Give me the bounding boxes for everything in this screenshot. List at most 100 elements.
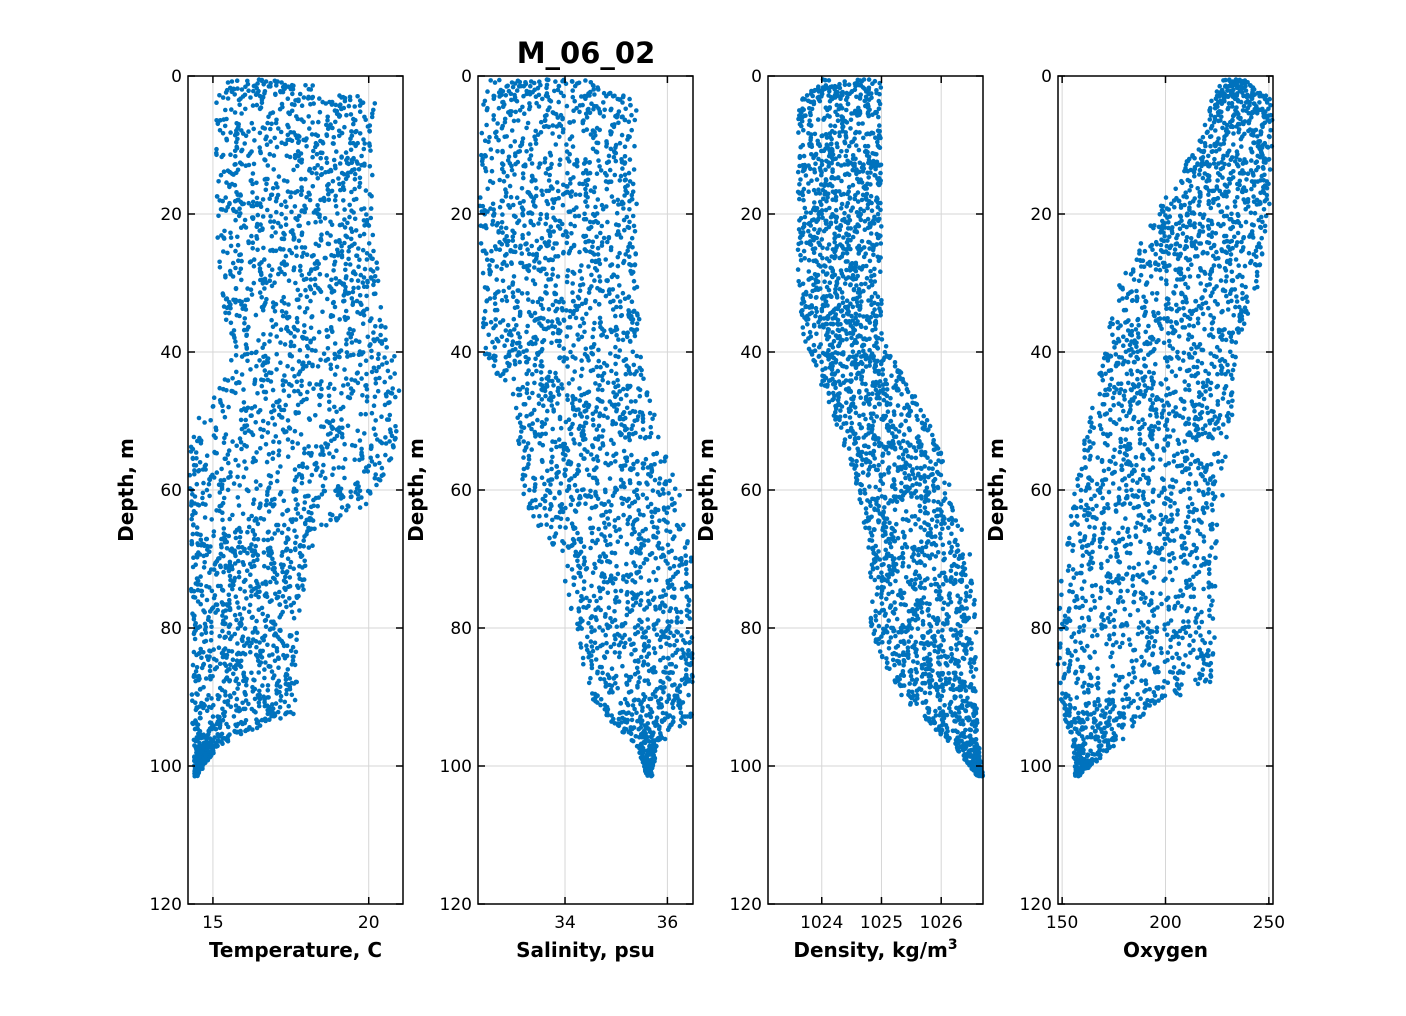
data-point xyxy=(191,522,196,527)
data-point xyxy=(193,463,199,468)
data-point xyxy=(240,650,246,656)
data-point xyxy=(352,104,358,109)
data-point xyxy=(269,619,274,625)
data-point xyxy=(324,445,330,450)
data-point xyxy=(576,80,582,86)
data-point xyxy=(598,230,603,236)
data-point xyxy=(288,648,294,654)
data-point xyxy=(562,473,568,479)
data-point xyxy=(230,657,236,662)
data-point xyxy=(557,524,563,530)
data-point xyxy=(511,294,516,300)
data-point xyxy=(369,114,375,120)
data-point xyxy=(520,171,526,176)
data-point xyxy=(293,411,299,416)
data-point xyxy=(364,217,370,223)
data-point xyxy=(246,639,251,644)
data-point xyxy=(258,516,264,521)
data-point xyxy=(340,494,346,500)
data-point xyxy=(257,358,262,363)
data-point xyxy=(248,287,254,293)
data-point xyxy=(591,467,597,473)
data-point xyxy=(534,368,539,374)
data-point xyxy=(217,714,222,720)
data-point xyxy=(589,101,594,106)
data-point xyxy=(565,189,570,195)
data-point xyxy=(646,651,652,656)
data-point xyxy=(232,575,238,581)
data-point xyxy=(638,564,643,570)
data-point xyxy=(276,126,281,131)
data-point xyxy=(296,572,302,577)
data-point xyxy=(285,535,290,540)
data-point xyxy=(627,480,633,486)
data-point xyxy=(221,526,227,531)
data-point xyxy=(257,696,263,702)
data-point xyxy=(338,513,343,518)
data-point xyxy=(360,309,366,315)
data-point xyxy=(634,108,639,113)
data-point xyxy=(239,111,244,116)
data-point xyxy=(514,341,520,346)
data-point xyxy=(239,622,244,627)
data-point xyxy=(224,655,229,660)
data-point xyxy=(628,725,634,730)
data-point xyxy=(599,664,604,670)
data-point xyxy=(526,505,532,511)
data-point xyxy=(599,501,604,506)
data-point xyxy=(303,287,308,293)
data-point xyxy=(533,94,539,99)
data-point xyxy=(197,687,203,692)
data-point xyxy=(292,374,297,379)
data-point xyxy=(262,618,268,623)
data-point xyxy=(495,370,500,376)
data-point xyxy=(224,137,230,143)
data-point xyxy=(209,696,214,701)
data-point xyxy=(202,463,208,469)
data-point xyxy=(603,684,608,689)
data-point xyxy=(519,291,525,296)
data-point xyxy=(341,383,346,388)
data-point xyxy=(603,538,608,544)
data-point xyxy=(510,84,516,90)
data-point xyxy=(600,428,606,433)
data-point xyxy=(193,700,198,705)
data-point xyxy=(499,298,505,303)
data-point xyxy=(536,401,542,407)
data-point xyxy=(357,109,363,114)
data-point xyxy=(225,96,231,101)
data-point xyxy=(566,486,572,491)
data-point xyxy=(577,495,582,501)
data-point xyxy=(586,389,592,395)
data-point xyxy=(583,191,589,196)
data-point xyxy=(264,181,269,187)
data-point xyxy=(333,102,339,108)
data-point xyxy=(253,710,258,715)
data-point xyxy=(357,175,363,181)
data-point xyxy=(319,386,324,392)
data-point xyxy=(365,279,370,285)
data-point xyxy=(276,440,282,445)
data-point xyxy=(648,714,654,720)
data-point xyxy=(506,363,512,369)
data-point xyxy=(533,137,538,142)
data-point xyxy=(571,243,577,249)
data-point xyxy=(326,125,332,131)
data-point xyxy=(273,79,278,84)
data-point xyxy=(543,283,549,289)
data-point xyxy=(217,725,223,731)
data-point xyxy=(207,726,213,731)
data-point xyxy=(228,320,234,326)
data-point xyxy=(669,548,674,554)
data-point xyxy=(191,613,197,619)
data-point xyxy=(348,236,354,242)
data-point xyxy=(239,161,245,167)
data-point xyxy=(513,161,518,167)
data-point xyxy=(497,177,503,183)
data-point xyxy=(357,103,363,108)
data-point xyxy=(521,402,527,407)
data-point xyxy=(514,195,520,200)
data-point xyxy=(537,321,542,326)
data-point xyxy=(278,129,284,135)
data-point xyxy=(519,429,524,434)
